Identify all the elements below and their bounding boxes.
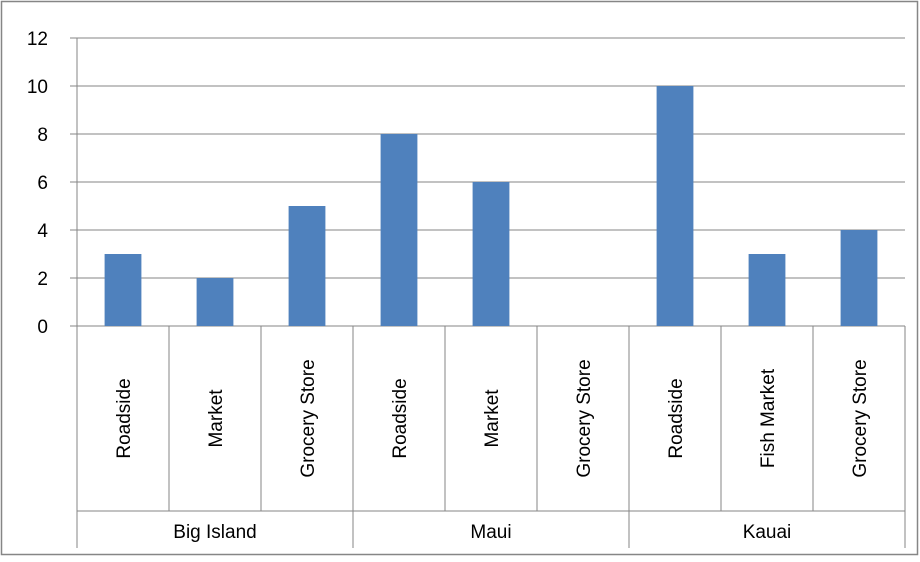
y-tick-label: 12	[27, 29, 48, 50]
y-tick-label: 0	[37, 317, 48, 338]
category-label: Market	[206, 389, 227, 448]
group-label: Maui	[470, 522, 511, 543]
y-tick-label: 4	[37, 221, 48, 242]
category-label: Roadside	[390, 378, 411, 458]
y-tick-label: 6	[37, 173, 48, 194]
category-label: Roadside	[114, 378, 135, 458]
bar	[288, 206, 326, 326]
bar	[196, 278, 234, 326]
bar	[656, 86, 694, 326]
bar	[104, 254, 142, 326]
category-label: Grocery Store	[574, 359, 595, 477]
category-label: Grocery Store	[850, 359, 871, 477]
y-tick-label: 2	[37, 269, 48, 290]
y-tick-label: 10	[27, 77, 48, 98]
bar	[380, 134, 418, 326]
category-label: Fish Market	[758, 368, 779, 468]
bar	[840, 230, 878, 326]
group-label: Kauai	[743, 522, 792, 543]
bar	[748, 254, 786, 326]
y-tick-label: 8	[37, 125, 48, 146]
category-label: Grocery Store	[298, 359, 319, 477]
bar	[472, 182, 510, 326]
group-label: Big Island	[173, 522, 256, 543]
category-label: Roadside	[666, 378, 687, 458]
category-label: Market	[482, 389, 503, 448]
